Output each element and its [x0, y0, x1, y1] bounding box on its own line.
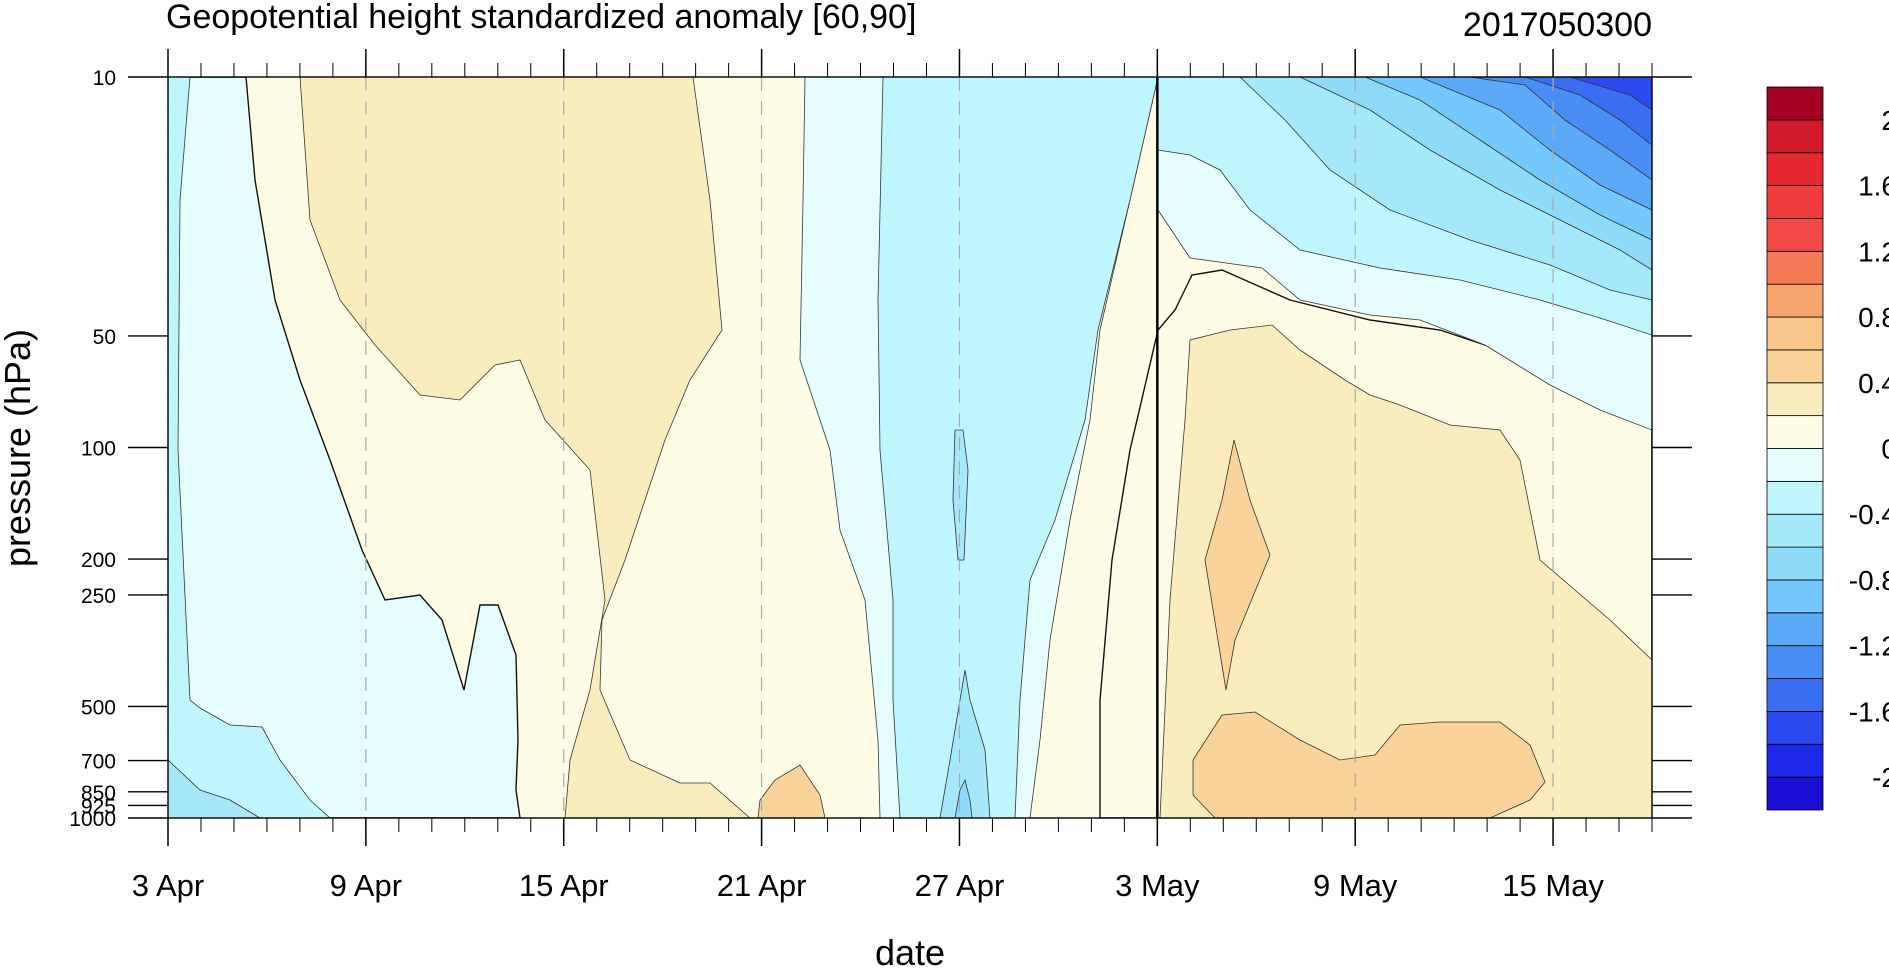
colorbar-box: [1766, 250, 1824, 285]
colorbar-box: [1766, 678, 1824, 712]
x-tick-label: 15 May: [1502, 868, 1604, 903]
colorbar-box: [1766, 776, 1824, 811]
colorbar-box: [1766, 86, 1824, 121]
y-tick-label: 100: [81, 438, 116, 461]
colorbar-box: [1766, 218, 1824, 252]
x-tick-label: 9 May: [1313, 868, 1398, 903]
colorbar-label: -0.8: [1849, 565, 1889, 596]
y-tick-label: 200: [81, 549, 116, 572]
chart-title: Geopotential height standardized anomaly…: [166, 0, 916, 36]
x-tick-label: 3 May: [1115, 868, 1200, 903]
x-tick-label: 15 Apr: [519, 868, 609, 903]
colorbar-label: -2: [1872, 762, 1889, 793]
contour-band-pos-april-small: [757, 764, 826, 818]
colorbar: 2 1.6 1.2 0.8 0.4 0 -0.4 -0.8 -1.2 -1.6 -2: [1766, 86, 1889, 811]
y-tick-label: 10: [93, 67, 116, 90]
contour-band-neg-may-upper-9: [1569, 77, 1652, 111]
colorbar-box: [1766, 185, 1824, 219]
contour-band-neg-left: [168, 77, 521, 818]
contour-band-pos-may: [1159, 324, 1652, 818]
contour-band-neg-lateapril-core: [939, 429, 991, 818]
colorbar-box: [1766, 546, 1824, 581]
colorbar-box: [1766, 480, 1824, 515]
x-tick-label: 21 Apr: [717, 868, 807, 903]
contour-band-neg-lateapril-inner: [877, 77, 1159, 818]
x-axis-label: date: [875, 932, 945, 969]
contour-band-neg-left-deep: [168, 759, 261, 818]
y-axis-label: pressure (hPa): [0, 329, 38, 567]
y-tick-label: 700: [81, 751, 116, 774]
colorbar-box: [1766, 513, 1824, 548]
y-tick-label: 250: [81, 585, 116, 608]
colorbar-box: [1766, 711, 1824, 745]
colorbar-box: [1766, 316, 1824, 351]
y-tick-label: 850: [81, 782, 116, 805]
colorbar-label: 0.8: [1858, 302, 1889, 333]
contour-fill: [168, 77, 1652, 818]
colorbar-box: [1766, 283, 1824, 318]
chart-date-stamp: 2017050300: [1463, 6, 1652, 44]
colorbar-box: [1766, 579, 1824, 614]
colorbar-label: 1.6: [1858, 171, 1889, 202]
contour-band-neg-left-inner: [168, 77, 331, 818]
colorbar-label: -1.2: [1849, 631, 1889, 662]
contour-band-pos-may-core: [1192, 439, 1546, 818]
colorbar-box: [1766, 448, 1824, 482]
colorbar-box: [1766, 349, 1824, 384]
colorbar-box: [1766, 152, 1824, 186]
colorbar-label: -1.6: [1849, 696, 1889, 727]
colorbar-box: [1766, 119, 1824, 154]
colorbar-box: [1766, 612, 1824, 647]
x-axis: 3 Apr 9 Apr 15 Apr 21 Apr 27 Apr 3 May 9 May 15…: [132, 49, 1653, 903]
y-tick-label: 1000: [69, 808, 116, 831]
colorbar-box: [1766, 645, 1824, 679]
colorbar-box: [1766, 743, 1824, 778]
x-tick-label: 9 Apr: [330, 868, 402, 903]
contour-band-neg-may-upper-8: [1524, 77, 1652, 146]
colorbar-label: 0.4: [1858, 368, 1889, 399]
colorbar-box: [1766, 382, 1824, 417]
y-tick-label: 500: [81, 696, 116, 719]
colorbar-label: -0.4: [1849, 499, 1889, 530]
y-tick-label: 50: [93, 326, 116, 349]
contour-band-pos-april: [299, 77, 751, 818]
y-tick-label: 925: [81, 795, 116, 818]
colorbar-label: 0: [1881, 434, 1889, 465]
colorbar-box: [1766, 415, 1824, 449]
colorbar-label: 1.2: [1858, 236, 1889, 267]
x-tick-label: 3 Apr: [132, 868, 204, 903]
colorbar-label: 2: [1881, 105, 1889, 136]
x-tick-label: 27 Apr: [915, 868, 1005, 903]
